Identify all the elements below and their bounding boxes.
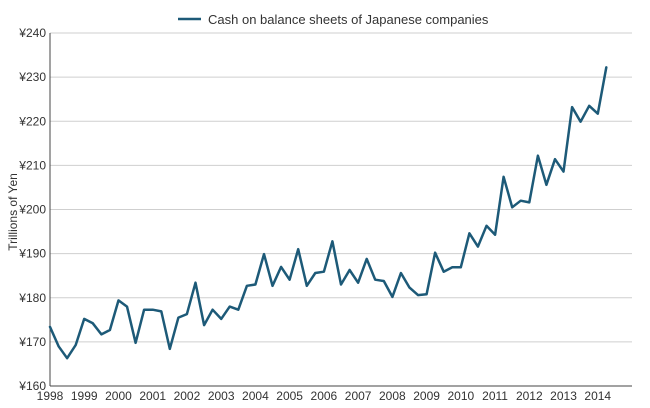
x-tick-label: 2013 xyxy=(550,389,577,403)
x-tick-label: 2006 xyxy=(311,389,338,403)
series-line xyxy=(48,66,608,360)
x-tick-label: 2008 xyxy=(379,389,406,403)
y-tick-label: ¥160 xyxy=(18,379,46,393)
x-tick-label: 2003 xyxy=(208,389,235,403)
legend-label: Cash on balance sheets of Japanese compa… xyxy=(208,12,489,27)
series xyxy=(48,66,608,360)
y-tick-label: ¥240 xyxy=(18,26,46,40)
x-tick-label: 2014 xyxy=(584,389,611,403)
x-tick-label: 2002 xyxy=(174,389,201,403)
gridlines xyxy=(50,32,632,387)
y-tick-label: ¥210 xyxy=(18,158,46,172)
x-tick-label: 2010 xyxy=(447,389,474,403)
y-tick-label: ¥180 xyxy=(18,291,46,305)
axes: Trillions of Yen ¥160 ¥170 ¥180 ¥190 ¥200 ¥21… xyxy=(6,26,632,403)
x-tick-label: 2009 xyxy=(413,389,440,403)
y-tick-label: ¥230 xyxy=(18,70,46,84)
x-tick-label: 1999 xyxy=(71,389,98,403)
x-tick-label: 2012 xyxy=(516,389,543,403)
x-tick-label: 2000 xyxy=(105,389,132,403)
x-tick-label: 2011 xyxy=(482,389,508,403)
y-tick-label: ¥170 xyxy=(18,335,46,349)
x-tick-label: 2005 xyxy=(276,389,303,403)
y-axis-title: Trillions of Yen xyxy=(6,173,20,251)
x-tick-label: 2001 xyxy=(139,389,166,403)
y-tick-label: ¥220 xyxy=(18,114,46,128)
legend: Cash on balance sheets of Japanese compa… xyxy=(178,12,489,27)
y-tick-label: ¥190 xyxy=(18,247,46,261)
y-tick-label: ¥200 xyxy=(18,203,46,217)
x-tick-label: 1998 xyxy=(37,389,64,403)
x-tick-label: 2004 xyxy=(242,389,269,403)
x-tick-label: 2007 xyxy=(345,389,372,403)
